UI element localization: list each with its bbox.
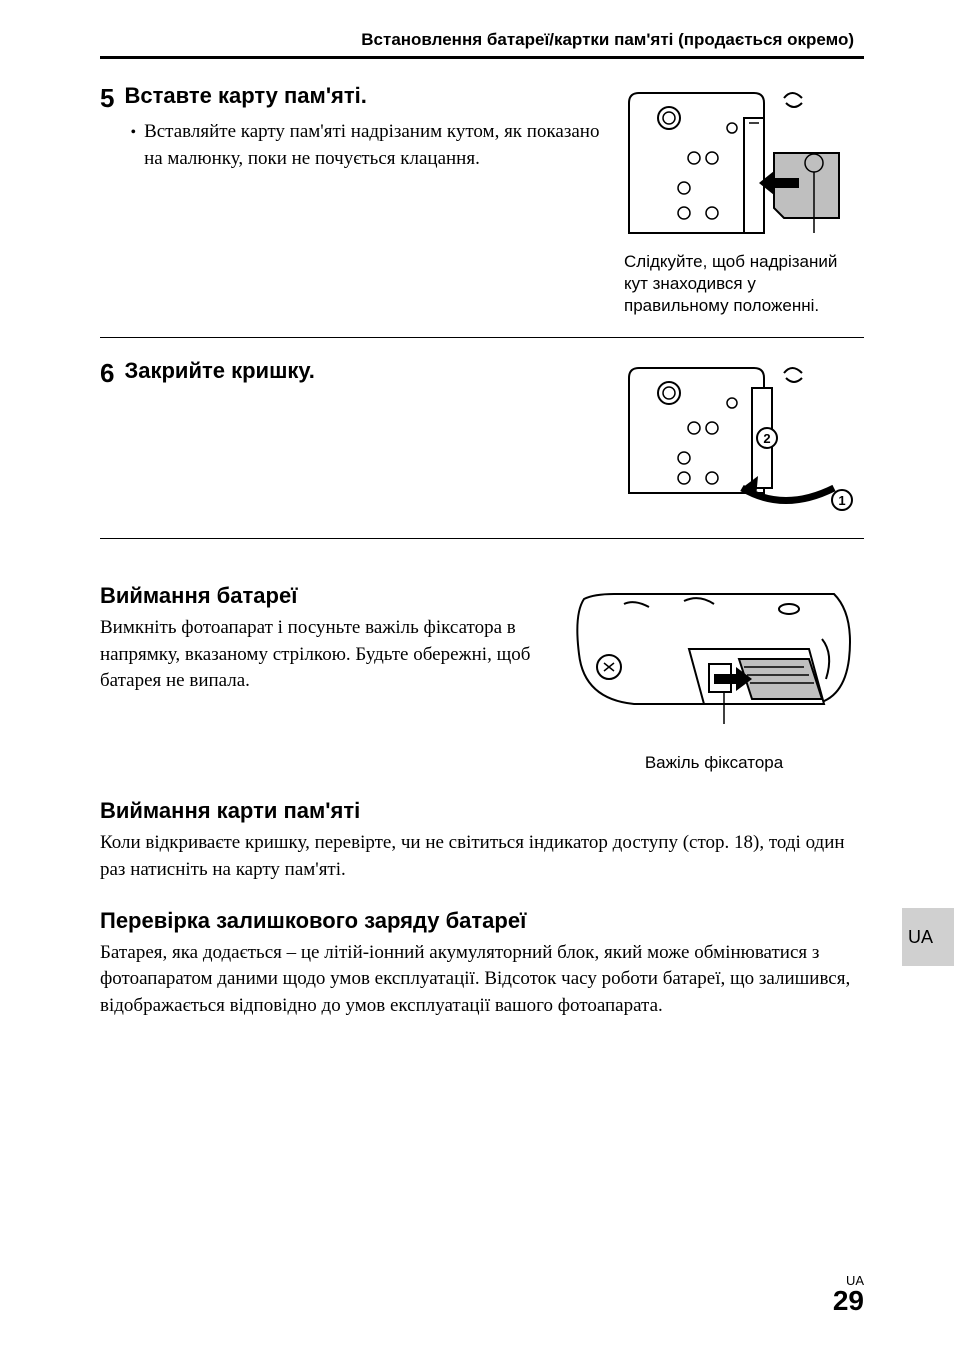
step-6-block: 6 Закрийте кришку. xyxy=(100,358,864,539)
callout-2-label: 2 xyxy=(763,431,770,446)
remove-battery-caption: Важіль фіксатора xyxy=(564,752,864,774)
running-head: Встановлення батареї/картки пам'яті (про… xyxy=(100,30,864,59)
step-5-figure xyxy=(624,83,854,243)
remove-card-title: Виймання карти пам'яті xyxy=(100,798,864,824)
page-number: 29 xyxy=(833,1287,864,1315)
step-5-number: 5 xyxy=(100,85,114,111)
remove-battery-section: Виймання батареї Вимкніть фотоапарат і п… xyxy=(100,559,864,774)
remove-card-section: Виймання карти пам'яті Коли відкриваєте … xyxy=(100,798,864,883)
step-5-caption: Слідкуйте, щоб надрізаний кут знаходився… xyxy=(624,251,864,317)
step-5-bullet-text: Вставляйте карту пам'яті надрізаним куто… xyxy=(144,119,604,172)
check-battery-title: Перевірка залишкового заряду батареї xyxy=(100,908,864,934)
check-battery-body: Батарея, яка додається – це літій-іонний… xyxy=(100,940,864,1020)
remove-battery-body: Вимкніть фотоапарат і посуньте важіль фі… xyxy=(100,615,534,695)
step-5-title: Вставте карту пам'яті. xyxy=(124,83,604,109)
remove-card-body: Коли відкриваєте кришку, перевірте, чи н… xyxy=(100,830,864,883)
remove-battery-figure xyxy=(564,559,864,739)
callout-1-label: 1 xyxy=(838,493,845,508)
page-footer: UA 29 xyxy=(833,1274,864,1315)
step-6-title: Закрийте кришку. xyxy=(124,358,604,384)
check-battery-section: Перевірка залишкового заряду батареї Бат… xyxy=(100,908,864,1020)
language-tab: UA xyxy=(902,908,954,966)
step-5-block: 5 Вставте карту пам'яті. • Вставляйте ка… xyxy=(100,83,864,338)
remove-battery-title: Виймання батареї xyxy=(100,583,534,609)
bullet-icon: • xyxy=(130,119,136,172)
step-6-number: 6 xyxy=(100,360,114,386)
step-6-figure: 2 1 xyxy=(624,358,854,518)
